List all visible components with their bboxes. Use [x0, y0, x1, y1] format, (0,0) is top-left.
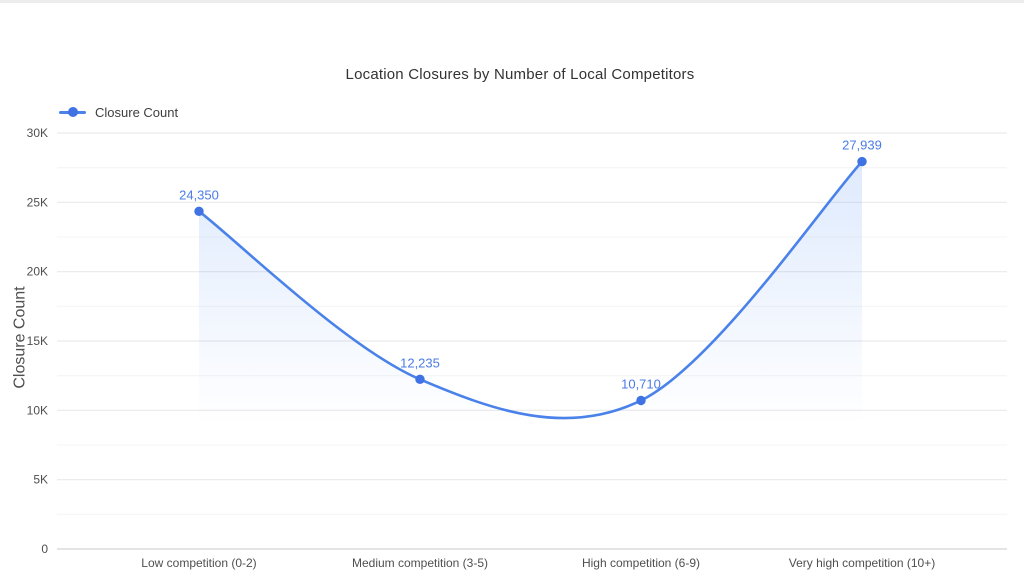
y-tick-label: 30K	[27, 126, 48, 140]
data-point-label: 10,710	[621, 376, 661, 391]
line-series	[197, 160, 864, 420]
x-tick-label: Very high competition (10+)	[789, 556, 935, 570]
top-border-strip	[0, 0, 1024, 3]
data-point-marker[interactable]	[194, 206, 204, 217]
y-tick-label: 5K	[33, 473, 48, 487]
y-tick-label: 25K	[27, 195, 48, 209]
area-fill	[199, 161, 862, 549]
y-tick-label: 15K	[27, 334, 48, 348]
y-tick-label: 10K	[27, 403, 48, 417]
x-tick-label: Medium competition (3-5)	[352, 556, 488, 570]
y-tick-label: 20K	[27, 265, 48, 279]
data-point-label: 12,235	[400, 355, 440, 370]
x-tick-label: Low competition (0-2)	[141, 556, 256, 570]
chart-title: Location Closures by Number of Local Com…	[345, 66, 695, 83]
data-point-label: 24,350	[179, 187, 219, 202]
legend-line-marker-icon	[59, 107, 86, 117]
data-point-marker[interactable]	[415, 374, 425, 385]
data-point-label: 27,939	[842, 138, 882, 153]
legend-label: Closure Count	[95, 104, 179, 120]
data-point-marker[interactable]	[636, 395, 646, 406]
legend-dot-icon	[68, 107, 78, 117]
x-tick-label: High competition (6-9)	[582, 556, 700, 570]
y-tick-label: 0	[41, 542, 48, 556]
data-point-marker[interactable]	[857, 156, 867, 167]
legend-item-closure-count[interactable]: Closure Count	[59, 104, 178, 120]
